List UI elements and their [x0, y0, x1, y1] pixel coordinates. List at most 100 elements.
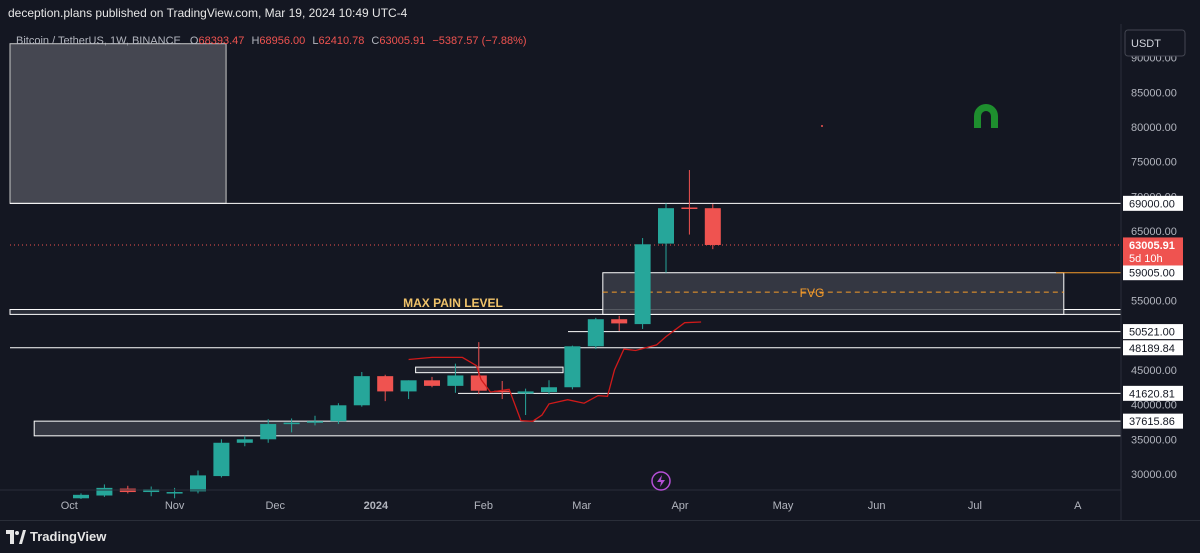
candle[interactable]: [517, 388, 534, 416]
footer-bar: TradingView: [0, 520, 1200, 553]
candle-body: [330, 405, 347, 422]
price-tag-59005.00: 59005.00: [1123, 265, 1183, 281]
candle-body: [634, 244, 651, 325]
candle[interactable]: [587, 317, 604, 350]
legend-o-label: O: [190, 35, 199, 47]
x-tick-label: Mar: [572, 500, 591, 512]
y-tick-label: 65000.00: [1131, 226, 1177, 238]
legend-l-label: L: [312, 35, 318, 47]
candle-body: [541, 387, 557, 393]
candle[interactable]: [658, 203, 674, 273]
price-tag-value: 48189.84: [1129, 343, 1175, 355]
x-tick-label: Oct: [61, 500, 78, 512]
legend-symbol: Bitcoin / TetherUS, 1W, BINANCE: [16, 35, 181, 47]
candle-body: [681, 207, 698, 210]
price-tag-value: 37615.86: [1129, 416, 1175, 428]
candle-body: [470, 375, 487, 391]
legend-l-value: 62410.78: [318, 35, 364, 47]
legend-c-label: C: [371, 35, 379, 47]
candle-body: [96, 487, 113, 496]
candle[interactable]: [96, 484, 113, 497]
zone-lower-zone: [33, 420, 1122, 437]
price-tag-value: 41620.81: [1129, 388, 1175, 400]
y-tick-label: 55000.00: [1131, 296, 1177, 308]
price-tag-bg: [1123, 413, 1183, 429]
candle-body: [260, 424, 277, 440]
y-tick-label: 45000.00: [1131, 365, 1177, 377]
candle[interactable]: [307, 415, 323, 426]
zone-small-zone: [415, 366, 564, 374]
x-tick-label: Nov: [165, 500, 185, 512]
magnet-icon[interactable]: [974, 104, 998, 128]
price-tag-countdown: 5d 10h: [1129, 253, 1163, 265]
candle[interactable]: [236, 435, 253, 447]
candle-body: [213, 442, 230, 477]
candle-body: [143, 489, 160, 493]
candle[interactable]: [377, 374, 394, 402]
publisher-bar: deception.plans published on TradingView…: [0, 0, 1200, 24]
price-tag-value: 50521.00: [1129, 327, 1175, 339]
candle[interactable]: [330, 403, 347, 425]
price-tag-bg: [1123, 195, 1183, 211]
lightning-icon[interactable]: [651, 471, 671, 491]
y-tick-label: 40000.00: [1131, 400, 1177, 412]
candle[interactable]: [424, 376, 440, 388]
candle[interactable]: [166, 487, 183, 499]
zone-fvg: [602, 272, 1065, 315]
price-tag-69000.00: 69000.00: [1123, 195, 1183, 211]
x-tick-label: Jul: [968, 500, 982, 512]
zone-top-left-supply: [9, 43, 227, 204]
chart-area[interactable]: SepOctNovDec2024FebMarAprMayJunJulA 3000…: [0, 24, 1200, 520]
x-tick-label: Jun: [868, 500, 886, 512]
candle[interactable]: [611, 315, 628, 332]
y-tick-label: 75000.00: [1131, 157, 1177, 169]
candle-body: [190, 475, 206, 492]
candle-body: [564, 346, 581, 388]
candle[interactable]: [283, 418, 300, 433]
candle[interactable]: [470, 342, 487, 395]
candle[interactable]: [143, 486, 160, 497]
x-tick-label: 2024: [364, 500, 389, 512]
candle[interactable]: [681, 170, 698, 235]
candle[interactable]: [213, 439, 230, 478]
candle-body: [73, 494, 89, 499]
x-tick-label: Apr: [671, 500, 688, 512]
x-tick-label: A: [1074, 500, 1082, 512]
max-pain-label: MAX PAIN LEVEL: [403, 296, 503, 310]
fvg-label: FVG: [800, 286, 825, 300]
price-tag-value: 63005.91: [1129, 240, 1175, 252]
candle[interactable]: [353, 371, 370, 407]
candle[interactable]: [704, 204, 721, 250]
publisher-line: deception.plans published on TradingView…: [8, 6, 408, 20]
footer-brand: TradingView: [30, 529, 107, 544]
y-tick-label: 35000.00: [1131, 434, 1177, 446]
candle[interactable]: [541, 380, 557, 395]
candle-body: [236, 439, 253, 443]
x-tick-label: Dec: [265, 500, 285, 512]
price-chart[interactable]: SepOctNovDec2024FebMarAprMayJunJulA 3000…: [0, 24, 1200, 520]
y-tick-label: 80000.00: [1131, 122, 1177, 134]
candle-body: [353, 376, 370, 406]
y-tick-label: 30000.00: [1131, 469, 1177, 481]
candle[interactable]: [564, 345, 581, 390]
legend-h-value: 68956.00: [259, 35, 305, 47]
y-tick-label: 85000.00: [1131, 87, 1177, 99]
candle-body: [400, 380, 417, 392]
price-tag-50521.00: 50521.00: [1123, 324, 1183, 340]
candle[interactable]: [634, 238, 651, 329]
candle[interactable]: [400, 380, 417, 400]
candle-body: [166, 492, 183, 494]
candle-body: [517, 391, 534, 394]
legend-o-value: 68393.47: [198, 35, 244, 47]
price-tag-bg: [1123, 385, 1183, 401]
alert-dot: [821, 125, 823, 127]
projection-path: [408, 321, 702, 422]
candle[interactable]: [447, 363, 464, 393]
candle-body: [377, 376, 394, 392]
candle-body: [658, 208, 674, 244]
currency-button[interactable]: USDT: [1124, 29, 1186, 57]
candle[interactable]: [260, 419, 277, 443]
price-tag-value: 69000.00: [1129, 198, 1175, 210]
candle[interactable]: [73, 493, 89, 499]
